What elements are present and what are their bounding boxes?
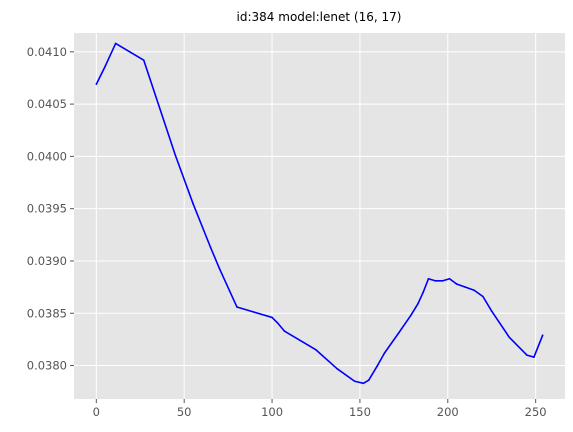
data-point <box>417 303 419 305</box>
x-tick-label: 250 <box>525 405 547 419</box>
grid-lines <box>74 33 565 399</box>
x-axis: 0 50 100 150 200 250 <box>93 399 547 419</box>
y-tick-label: 0.0405 <box>27 97 67 111</box>
data-point <box>218 267 221 270</box>
y-tick-label: 0.0385 <box>27 306 67 320</box>
data-point <box>455 283 458 285</box>
y-tick-label: 0.0410 <box>27 45 67 59</box>
data-point <box>508 336 511 339</box>
data-point <box>541 334 544 337</box>
data-point <box>376 364 379 367</box>
x-tick-label: 100 <box>261 405 283 419</box>
data-point <box>95 83 98 86</box>
data-point <box>104 65 106 68</box>
data-point <box>441 280 444 282</box>
data-point <box>271 316 273 319</box>
data-point <box>473 289 475 292</box>
data-point <box>383 352 386 354</box>
data-point <box>283 330 286 332</box>
data-point <box>526 354 528 356</box>
data-point <box>410 314 412 317</box>
data-point <box>114 42 117 45</box>
data-point <box>490 310 493 312</box>
data-point <box>353 380 356 383</box>
data-point <box>336 367 338 370</box>
series-group <box>95 42 544 385</box>
data-point <box>209 246 212 249</box>
data-point <box>362 382 365 385</box>
data-point <box>434 280 437 282</box>
data-point <box>533 356 535 358</box>
data-point <box>422 291 424 294</box>
data-point <box>276 321 279 324</box>
x-tick-label: 150 <box>349 405 371 419</box>
data-point <box>482 295 484 298</box>
data-point <box>427 277 430 280</box>
y-tick-label: 0.0395 <box>27 202 67 216</box>
chart-title: id:384 model:lenet (16, 17) <box>237 10 402 24</box>
data-point <box>142 59 145 61</box>
data-point <box>464 286 467 288</box>
x-tick-label: 50 <box>177 405 192 419</box>
data-point <box>236 306 238 308</box>
y-tick-label: 0.0400 <box>27 149 67 163</box>
y-tick-label: 0.0390 <box>27 254 67 268</box>
x-tick-label: 200 <box>437 405 459 419</box>
x-tick-label: 0 <box>93 405 100 419</box>
data-point <box>253 311 256 314</box>
data-point <box>448 277 451 280</box>
data-point <box>192 202 194 205</box>
data-point <box>174 154 177 157</box>
data-point <box>367 379 370 381</box>
plot-background <box>74 33 565 399</box>
data-point <box>397 332 400 334</box>
y-axis: 0.0380 0.0385 0.0390 0.0395 0.0400 0.0405 0.04… <box>27 45 74 373</box>
y-tick-label: 0.0380 <box>27 359 67 373</box>
data-point <box>315 349 317 351</box>
